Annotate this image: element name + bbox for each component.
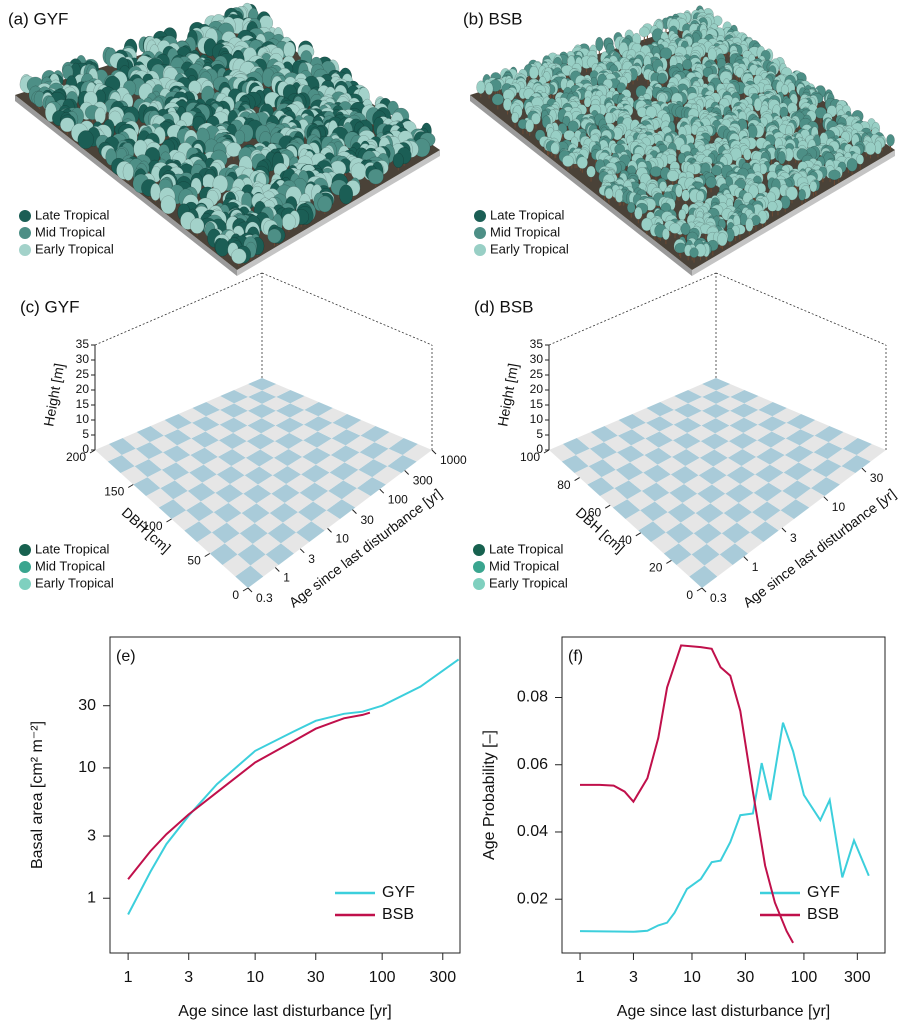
tree-crown bbox=[190, 217, 205, 234]
tree-crown bbox=[528, 65, 539, 80]
tree-crown bbox=[550, 142, 560, 155]
tree-crown bbox=[94, 107, 106, 125]
panel-title: (a) GYF bbox=[8, 9, 68, 28]
tree-crown bbox=[77, 130, 94, 150]
tree-crown bbox=[886, 134, 895, 147]
tree-crown bbox=[122, 162, 134, 181]
tree-crown bbox=[865, 141, 876, 156]
tree-crown bbox=[231, 248, 247, 265]
tree-crown bbox=[666, 170, 679, 182]
tree-crown bbox=[638, 26, 650, 38]
tree-crown bbox=[777, 151, 786, 165]
legend-label: Early Tropical bbox=[35, 241, 114, 256]
tree-crown bbox=[657, 72, 668, 85]
tree-crown bbox=[59, 117, 75, 133]
tree-crown bbox=[267, 228, 282, 244]
legend-label: Late Tropical bbox=[35, 207, 110, 222]
tree-crown bbox=[682, 59, 693, 71]
tree-crown bbox=[562, 154, 574, 167]
tree-crown bbox=[392, 152, 404, 168]
tree-crown bbox=[215, 238, 230, 257]
ground-side bbox=[15, 95, 237, 276]
tree-crown bbox=[338, 184, 354, 205]
ground-side bbox=[237, 150, 440, 276]
tree-crown bbox=[160, 195, 177, 215]
tree-crown bbox=[511, 111, 520, 124]
tree-crown bbox=[367, 168, 384, 185]
tree-crown bbox=[281, 213, 296, 231]
legend-marker bbox=[19, 227, 31, 239]
tree-crown bbox=[317, 195, 333, 213]
tree-crown bbox=[484, 82, 494, 96]
tree-crown bbox=[828, 169, 841, 181]
tree-crown bbox=[659, 47, 673, 60]
ground-side bbox=[470, 95, 692, 276]
tree-crown bbox=[525, 119, 535, 133]
tree-crown bbox=[705, 176, 717, 189]
tree-crown bbox=[743, 148, 752, 161]
legend-label: Mid Tropical bbox=[35, 224, 105, 239]
legend-marker bbox=[19, 210, 31, 222]
legend-marker bbox=[19, 244, 31, 256]
tree-crown bbox=[586, 165, 596, 178]
tree-crown bbox=[350, 162, 367, 181]
tree-crown bbox=[150, 182, 161, 201]
tree-crown bbox=[809, 180, 818, 193]
tree-crowns bbox=[19, 2, 436, 267]
tree-crown bbox=[283, 41, 296, 59]
tree-crown bbox=[846, 158, 858, 172]
tree-crown bbox=[476, 80, 486, 95]
ground-side bbox=[692, 150, 895, 276]
tree-crown bbox=[649, 166, 663, 178]
tree-crown bbox=[856, 154, 865, 165]
tree-crowns bbox=[476, 5, 895, 263]
tree-crown bbox=[491, 93, 504, 106]
tree-crown bbox=[576, 156, 588, 169]
